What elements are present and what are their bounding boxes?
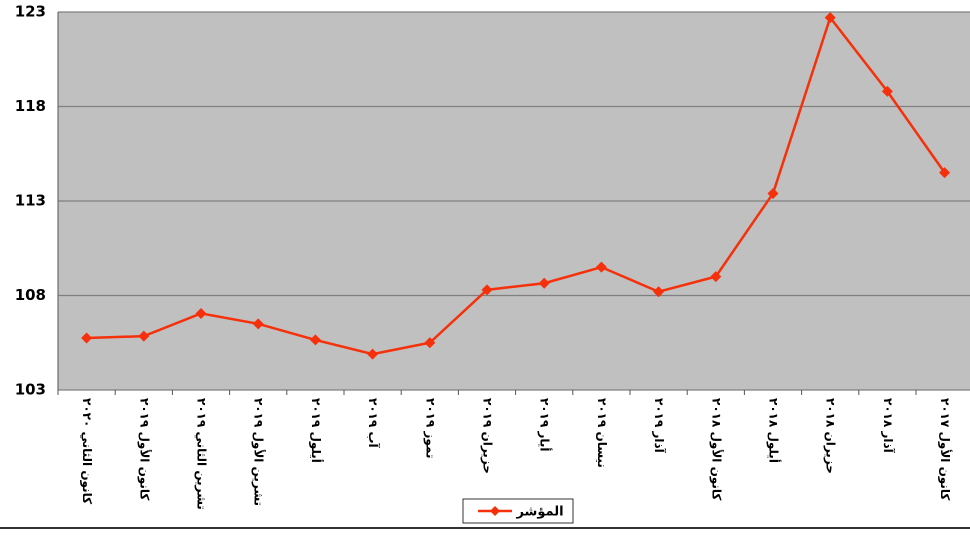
x-tick-label: آذار ٢٠١٩ bbox=[652, 398, 667, 454]
marker bbox=[252, 318, 264, 330]
marker bbox=[881, 85, 893, 97]
y-tick-label: 118 bbox=[15, 97, 46, 115]
legend-label: المؤشر bbox=[515, 505, 563, 520]
marker bbox=[367, 348, 379, 360]
x-tick-label: حزيران ٢٠١٩ bbox=[481, 398, 495, 474]
marker bbox=[595, 261, 607, 273]
x-tick-label: أيلول ٢٠١٨ bbox=[766, 398, 782, 463]
marker bbox=[710, 271, 722, 283]
marker bbox=[81, 332, 93, 344]
marker bbox=[195, 307, 207, 319]
marker bbox=[138, 330, 150, 342]
y-tick-label: 113 bbox=[15, 192, 46, 210]
marker bbox=[424, 337, 436, 349]
legend-marker bbox=[490, 506, 500, 516]
x-tick-label: نيسان ٢٠١٩ bbox=[595, 398, 609, 468]
x-tick-label: أيلول ٢٠١٩ bbox=[308, 398, 324, 463]
x-tick-label: تموز ٢٠١٩ bbox=[422, 398, 437, 458]
y-tick-label: 123 bbox=[15, 3, 46, 21]
x-tick-label: كانون الأول ٢٠١٨ bbox=[708, 398, 724, 500]
marker bbox=[939, 167, 951, 179]
marker bbox=[824, 12, 836, 24]
marker bbox=[538, 277, 550, 289]
x-tick-label: كانون الثاني ٢٠٢٠ bbox=[79, 398, 94, 504]
x-tick-label: آب ٢٠١٩ bbox=[366, 398, 381, 449]
marker bbox=[653, 286, 665, 298]
x-tick-label: كانون الأول ٢٠١٩ bbox=[136, 398, 152, 500]
x-tick-label: كانون الأول ٢٠١٧ bbox=[937, 398, 953, 500]
x-tick-label: تشرين الأول ٢٠١٩ bbox=[251, 398, 267, 506]
x-tick-label: حزيران ٢٠١٨ bbox=[824, 398, 838, 474]
x-tick-label: تشرين الثاني ٢٠١٩ bbox=[195, 398, 209, 510]
y-tick-label: 108 bbox=[15, 286, 46, 304]
x-tick-label: آذار ٢٠١٨ bbox=[881, 398, 896, 454]
x-tick-label: أيار ٢٠١٩ bbox=[538, 398, 553, 452]
marker bbox=[481, 284, 493, 296]
marker bbox=[309, 334, 321, 346]
marker bbox=[767, 187, 779, 199]
line bbox=[86, 15, 946, 356]
y-tick-label: 103 bbox=[15, 381, 46, 399]
